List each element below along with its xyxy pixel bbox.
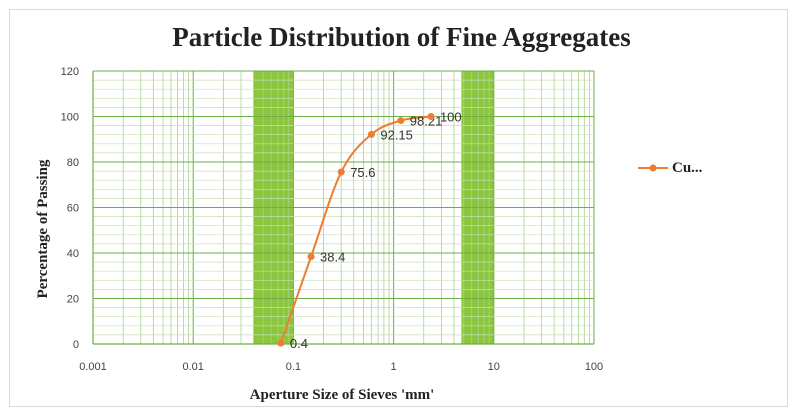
data-label: 38.4 (320, 250, 345, 265)
y-tick-label: 120 (61, 66, 79, 78)
data-label: 98.21 (410, 114, 443, 129)
data-point (337, 168, 345, 176)
data-point (397, 117, 405, 125)
data-label: 0.4 (290, 336, 308, 351)
y-tick-label: 20 (67, 294, 79, 306)
chart-title: Particle Distribution of Fine Aggregates (172, 22, 631, 52)
y-tick-label: 60 (67, 203, 79, 215)
data-label: 75.6 (350, 165, 375, 180)
x-tick-label: 10 (488, 361, 500, 373)
legend-label: Cu... (672, 159, 703, 176)
x-tick-label: 0.1 (286, 361, 301, 373)
legend-marker (638, 164, 668, 172)
y-tick-label: 0 (73, 339, 79, 351)
x-tick-label: 0.01 (182, 361, 203, 373)
data-label: 92.15 (380, 127, 413, 142)
series-line-0 (279, 115, 432, 344)
x-axis-label: Aperture Size of Sieves 'mm' (249, 387, 435, 403)
data-label: 100 (440, 110, 462, 125)
x-tick-label: 1 (391, 361, 397, 373)
y-tick-label: 100 (61, 112, 79, 124)
data-point (277, 339, 285, 347)
x-tick-label: 100 (585, 361, 603, 373)
x-tick-label: 0.001 (79, 361, 107, 373)
data-point (427, 113, 435, 120)
data-point (367, 130, 375, 138)
data-point (307, 253, 315, 261)
y-tick-label: 40 (67, 248, 79, 260)
legend: Cu... (637, 157, 702, 179)
y-tick-label: 80 (67, 157, 79, 169)
